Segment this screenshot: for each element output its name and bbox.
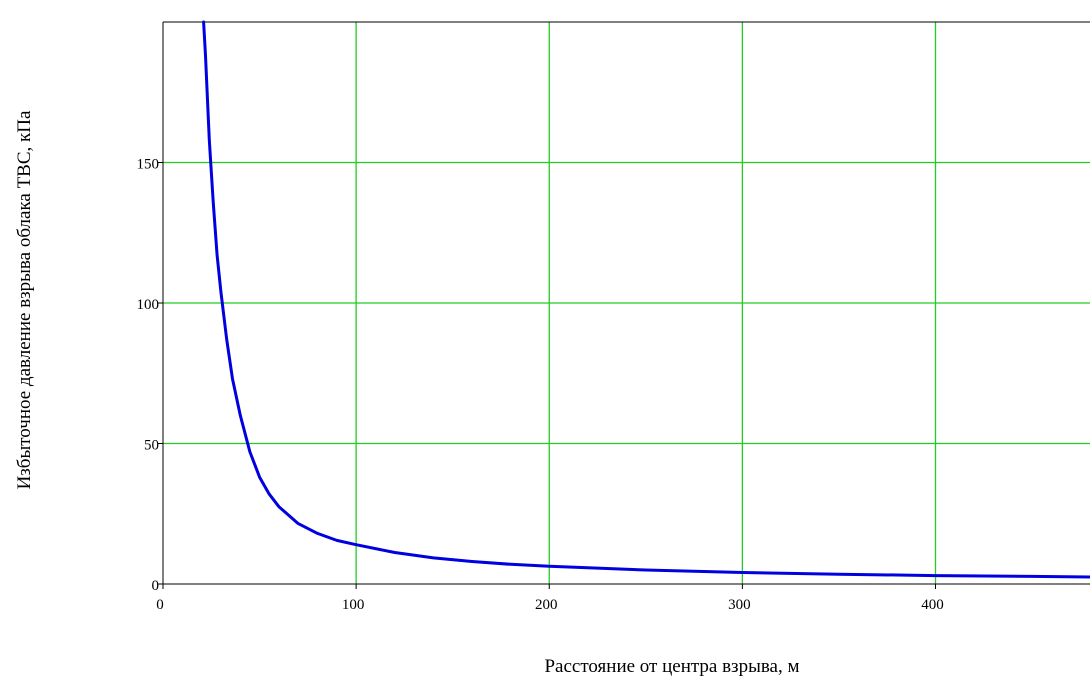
series-group (202, 20, 1090, 579)
y-tick-labels: 0 50 100 150 (137, 157, 160, 595)
x-tick-label-1: 100 (342, 597, 365, 613)
y-tick-label-2: 100 (137, 297, 160, 313)
y-tick-label-3: 150 (137, 157, 160, 173)
x-axis-label: Расстояние от центра взрыва, м (544, 656, 799, 677)
x-tick-label-3: 300 (728, 597, 751, 613)
series-line-0 (202, 20, 1090, 579)
x-tick-label-2: 200 (535, 597, 558, 613)
x-tick-labels: 0 100 200 300 400 (156, 597, 944, 613)
y-axis-label: Избыточное давление взрыва облака ТВС, к… (14, 110, 35, 489)
x-tick-label-4: 400 (921, 597, 944, 613)
y-tick-label-0: 0 (152, 578, 160, 594)
x-tick-label-0: 0 (156, 597, 164, 613)
grid-lines (163, 22, 1090, 584)
y-tick-label-1: 50 (144, 438, 159, 454)
axes (158, 21, 1090, 589)
